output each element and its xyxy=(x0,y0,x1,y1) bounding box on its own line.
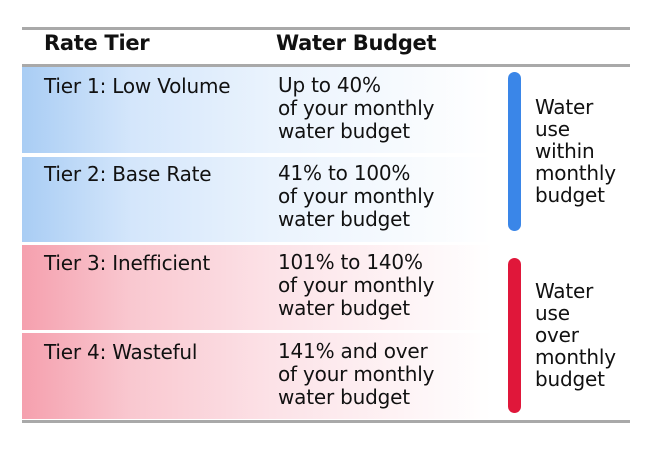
over-budget-label: Water use over monthly budget xyxy=(535,280,616,390)
tier-3-band xyxy=(22,245,630,331)
tier-1-budget-range: Up to 40% xyxy=(278,73,381,97)
tier-2-budget-line2: of your monthly xyxy=(278,184,435,208)
bottom-rule xyxy=(22,420,630,423)
tier-1-band xyxy=(22,67,630,153)
header-water-budget: Water Budget xyxy=(276,31,437,55)
tier-1-budget: Up to 40% of your monthly water budget xyxy=(278,74,478,143)
tier-4-budget-line3: water budget xyxy=(278,385,410,409)
tier-2-label: Tier 2: Base Rate xyxy=(44,162,212,186)
over-budget-bar xyxy=(508,258,521,413)
within-label-line5: budget xyxy=(535,183,605,207)
tier-3-label: Tier 3: Inefficient xyxy=(44,251,210,275)
tier-2-budget-range: 41% to 100% xyxy=(278,161,411,185)
row-divider xyxy=(22,153,492,156)
header-rule xyxy=(22,64,630,67)
tier-1-label: Tier 1: Low Volume xyxy=(44,74,231,98)
top-rule xyxy=(22,27,630,30)
tier-4-label: Tier 4: Wasteful xyxy=(44,340,198,364)
within-label-line4: monthly xyxy=(535,161,616,185)
within-label-line3: within xyxy=(535,139,595,163)
within-label-line2: use xyxy=(535,117,570,141)
tier-2-budget-line3: water budget xyxy=(278,207,410,231)
within-budget-bar xyxy=(508,72,521,231)
tier-4-budget-range: 141% and over xyxy=(278,339,428,363)
tier-2-budget: 41% to 100% of your monthly water budget xyxy=(278,162,478,231)
tier-3-budget-range: 101% to 140% xyxy=(278,250,423,274)
row-divider xyxy=(22,330,492,333)
tier-1-budget-line3: water budget xyxy=(278,119,410,143)
tier-4-budget: 141% and over of your monthly water budg… xyxy=(278,340,478,409)
over-label-line4: monthly xyxy=(535,345,616,369)
tier-3-budget-line3: water budget xyxy=(278,296,410,320)
within-label-line1: Water xyxy=(535,95,594,119)
tier-3-budget: 101% to 140% of your monthly water budge… xyxy=(278,251,478,320)
tier-1-budget-line2: of your monthly xyxy=(278,96,435,120)
over-label-line5: budget xyxy=(535,367,605,391)
header-rate-tier: Rate Tier xyxy=(44,31,150,55)
over-label-line2: use xyxy=(535,301,570,325)
within-budget-label: Water use within monthly budget xyxy=(535,96,616,206)
over-label-line1: Water xyxy=(535,279,594,303)
over-label-line3: over xyxy=(535,323,579,347)
tier-4-band xyxy=(22,333,630,419)
row-divider xyxy=(22,242,492,245)
tier-4-budget-line2: of your monthly xyxy=(278,362,435,386)
tier-3-budget-line2: of your monthly xyxy=(278,273,435,297)
tier-2-band xyxy=(22,157,630,243)
